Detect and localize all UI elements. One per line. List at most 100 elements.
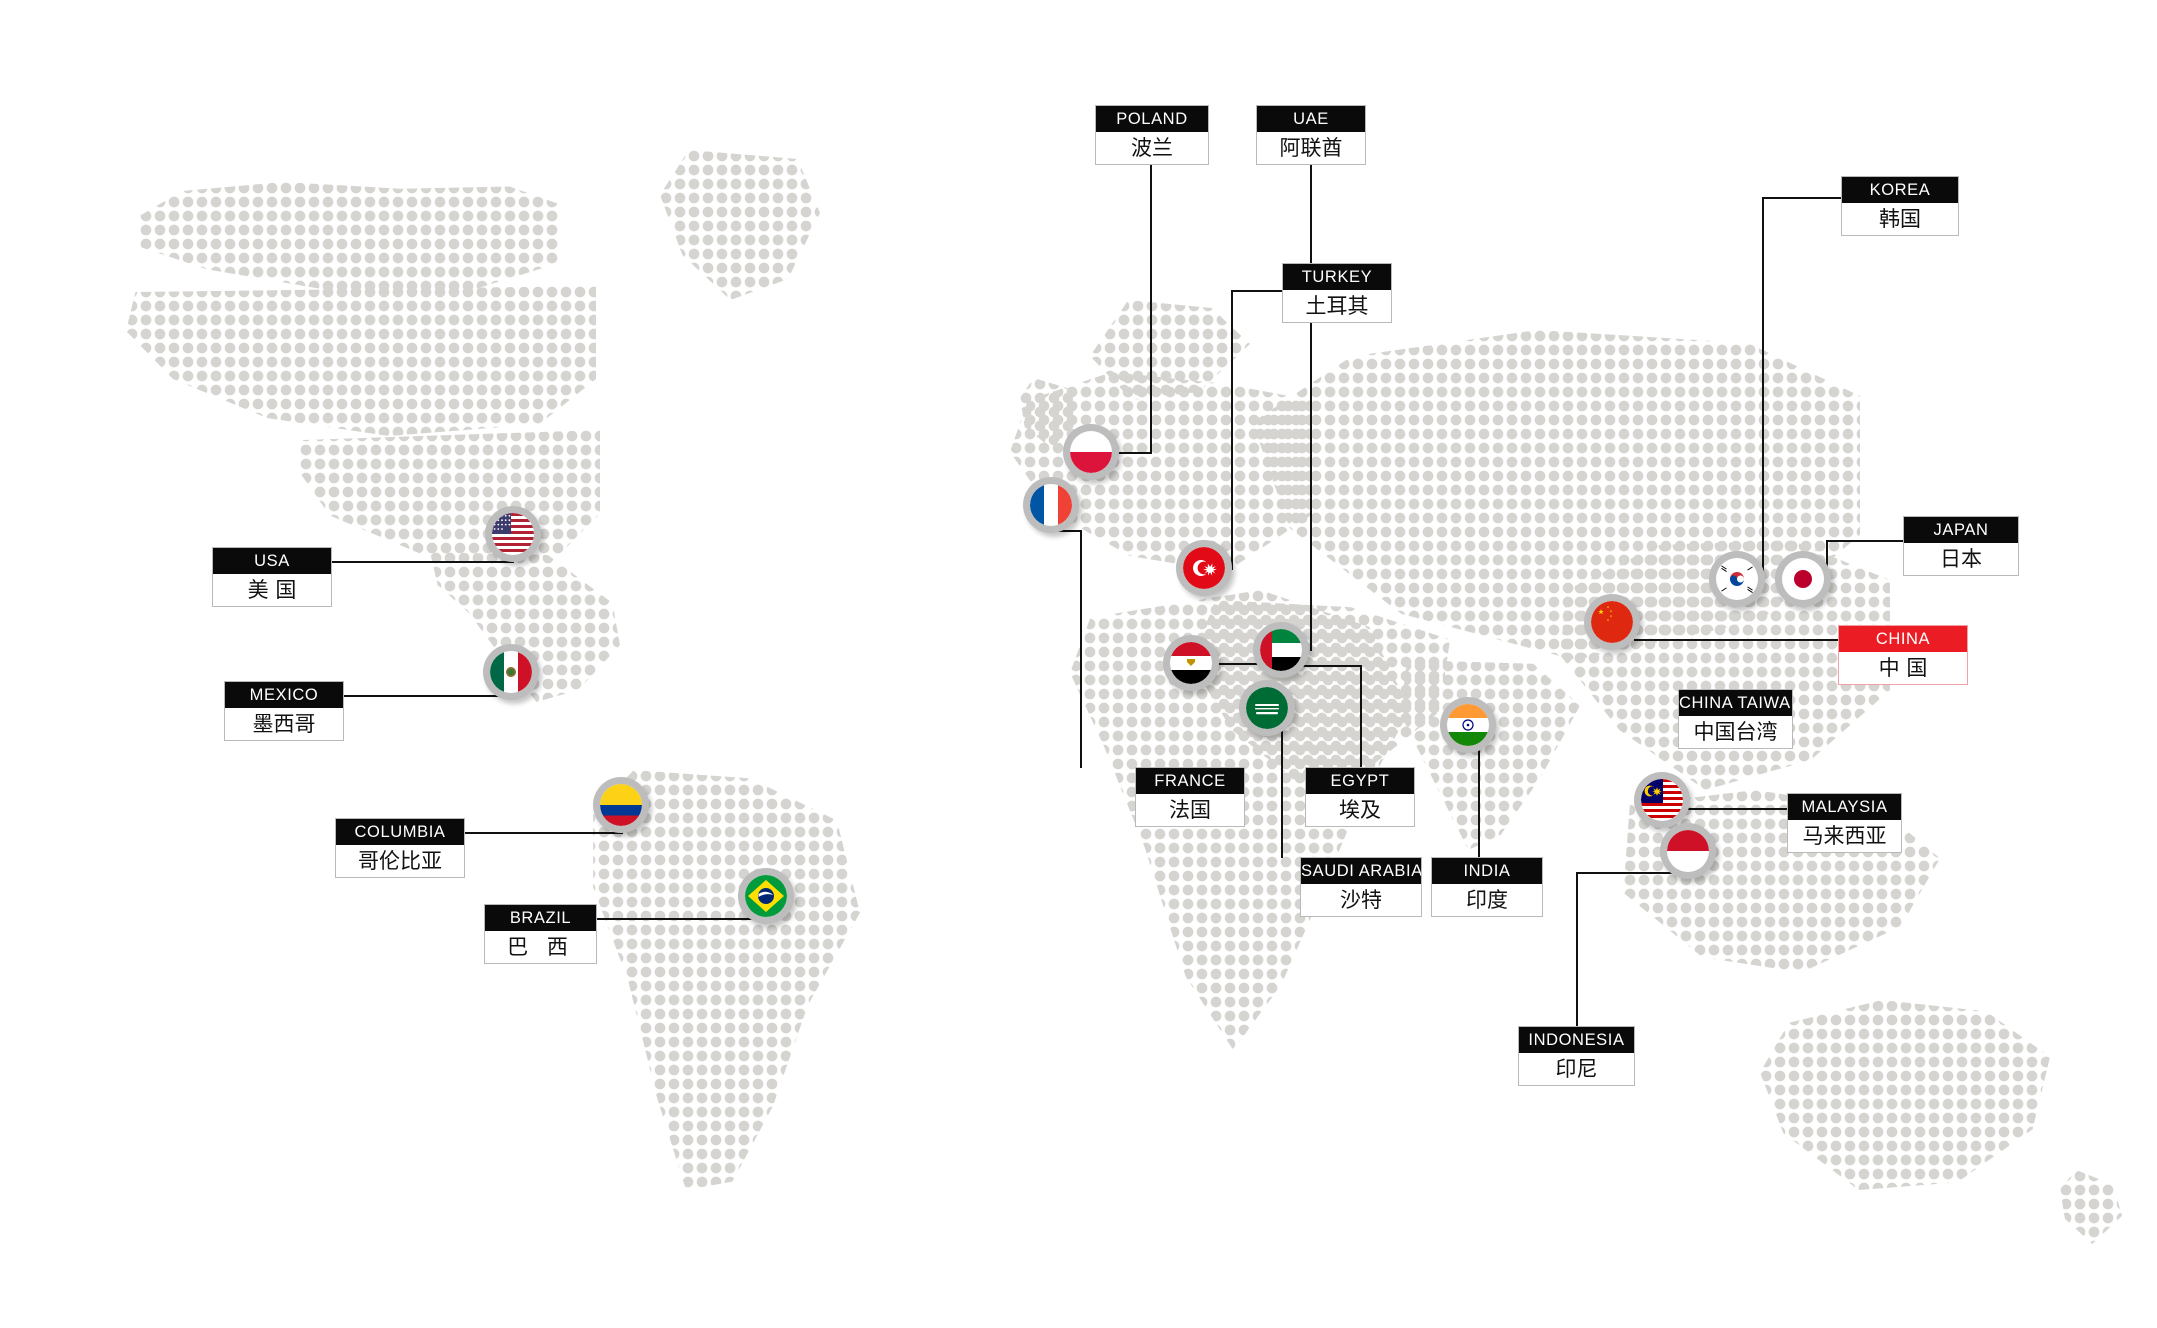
country-label-turkey[interactable]: TURKEY 土耳其 [1282,263,1392,323]
connector-malaysia-h [1684,808,1788,810]
flag-indonesia-icon [1667,830,1709,872]
country-label-en: POLAND [1096,106,1208,132]
flag-brazil-icon [745,875,787,917]
connector-brazil [597,918,767,920]
flag-marker-korea[interactable] [1709,551,1765,607]
country-label-cn: 中国台湾 [1679,716,1792,748]
country-label-japan[interactable]: JAPAN 日本 [1903,516,2019,576]
country-label-cn: 日本 [1904,543,2018,575]
landmass-greenland [660,150,820,300]
country-label-en: UAE [1257,106,1365,132]
country-label-indonesia[interactable]: INDONESIA 印尼 [1518,1026,1635,1086]
connector-indonesia-v [1576,872,1578,1026]
flag-marker-usa[interactable] [485,506,541,562]
flag-poland-icon [1070,431,1112,473]
flag-uae-icon [1260,629,1302,671]
country-label-cn: 美 国 [213,574,331,606]
flag-mexico-icon [490,651,532,693]
flag-marker-uae[interactable] [1253,622,1309,678]
connector-france-v [1080,530,1082,768]
flag-marker-india[interactable] [1440,697,1496,753]
connector-saudi-v [1281,730,1283,858]
country-label-en: INDONESIA [1519,1027,1634,1053]
flag-marker-japan[interactable] [1775,551,1831,607]
connector-egypt-h2 [1283,665,1361,667]
country-label-brazil[interactable]: BRAZIL 巴 西 [484,904,597,964]
connector-poland-v [1150,163,1152,453]
connector-poland-h [1118,452,1152,454]
country-label-china-taiwan[interactable]: CHINA TAIWAN 中国台湾 [1678,689,1793,749]
connector-mexico [344,695,512,697]
country-label-uae[interactable]: UAE 阿联酋 [1256,105,1366,165]
flag-marker-saudi[interactable] [1239,680,1295,736]
country-label-cn: 法国 [1136,794,1244,826]
flag-marker-egypt[interactable] [1163,635,1219,691]
landmass-north-america [140,182,560,294]
country-label-columbia[interactable]: COLUMBIA 哥伦比亚 [335,818,465,878]
flag-marker-poland[interactable] [1063,424,1119,480]
country-label-cn: 印尼 [1519,1053,1634,1085]
landmass-canada [126,286,596,436]
connector-turkey-h [1231,290,1283,292]
flag-korea-icon [1716,558,1758,600]
flag-marker-indonesia[interactable] [1660,823,1716,879]
connector-indonesia-h [1576,872,1688,874]
country-label-en: SAUDI ARABIA [1301,858,1421,884]
landmass-new-zealand [2060,1170,2122,1244]
country-label-malaysia[interactable]: MALAYSIA 马来西亚 [1787,793,1902,853]
flag-marker-china[interactable] [1584,594,1640,650]
country-label-egypt[interactable]: EGYPT 埃及 [1305,767,1415,827]
country-label-en: TURKEY [1283,264,1391,290]
country-label-en: CHINA TAIWAN [1679,690,1792,716]
country-label-korea[interactable]: KOREA 韩国 [1841,176,1959,236]
connector-turkey-v [1231,290,1233,570]
country-label-france[interactable]: FRANCE 法国 [1135,767,1245,827]
country-label-cn: 阿联酋 [1257,132,1365,164]
country-label-cn: 韩国 [1842,203,1958,235]
country-label-en: EGYPT [1306,768,1414,794]
flag-marker-mexico[interactable] [483,644,539,700]
connector-japan-v [1826,540,1828,580]
flag-marker-turkey[interactable] [1176,540,1232,596]
country-label-mexico[interactable]: MEXICO 墨西哥 [224,681,344,741]
flag-india-icon [1447,704,1489,746]
connector-korea-v [1762,197,1764,580]
flag-malaysia-icon [1641,779,1683,821]
country-label-en: MALAYSIA [1788,794,1901,820]
flag-marker-malaysia[interactable] [1634,772,1690,828]
flag-japan-icon [1782,558,1824,600]
connector-columbia [465,832,623,834]
country-label-cn: 波兰 [1096,132,1208,164]
flag-marker-columbia[interactable] [593,777,649,833]
flag-egypt-icon [1170,642,1212,684]
flag-marker-france[interactable] [1023,477,1079,533]
country-label-cn: 土耳其 [1283,290,1391,322]
country-label-cn: 中 国 [1839,652,1967,684]
landmass-australia [1760,1000,2050,1190]
connector-egypt-v [1360,665,1362,769]
flag-marker-brazil[interactable] [738,868,794,924]
country-label-cn: 埃及 [1306,794,1414,826]
flag-turkey-icon [1183,547,1225,589]
flag-china-icon [1591,601,1633,643]
country-label-saudi[interactable]: SAUDI ARABIA 沙特 [1300,857,1422,917]
country-label-india[interactable]: INDIA 印度 [1431,857,1543,917]
country-label-en: KOREA [1842,177,1958,203]
landmass-india [1400,660,1580,850]
country-label-cn: 马来西亚 [1788,820,1901,852]
connector-japan-h [1826,540,1904,542]
country-label-en: CHINA [1839,626,1967,652]
connector-korea-h [1762,197,1842,199]
country-label-usa[interactable]: USA 美 国 [212,547,332,607]
country-label-poland[interactable]: POLAND 波兰 [1095,105,1209,165]
flag-saudi-icon [1246,687,1288,729]
connector-uae-v [1310,163,1312,651]
country-label-en: INDIA [1432,858,1542,884]
country-label-china[interactable]: CHINA 中 国 [1838,625,1968,685]
country-label-cn: 印度 [1432,884,1542,916]
flag-columbia-icon [600,784,642,826]
country-label-en: MEXICO [225,682,343,708]
connector-france-hx [1056,530,1082,532]
